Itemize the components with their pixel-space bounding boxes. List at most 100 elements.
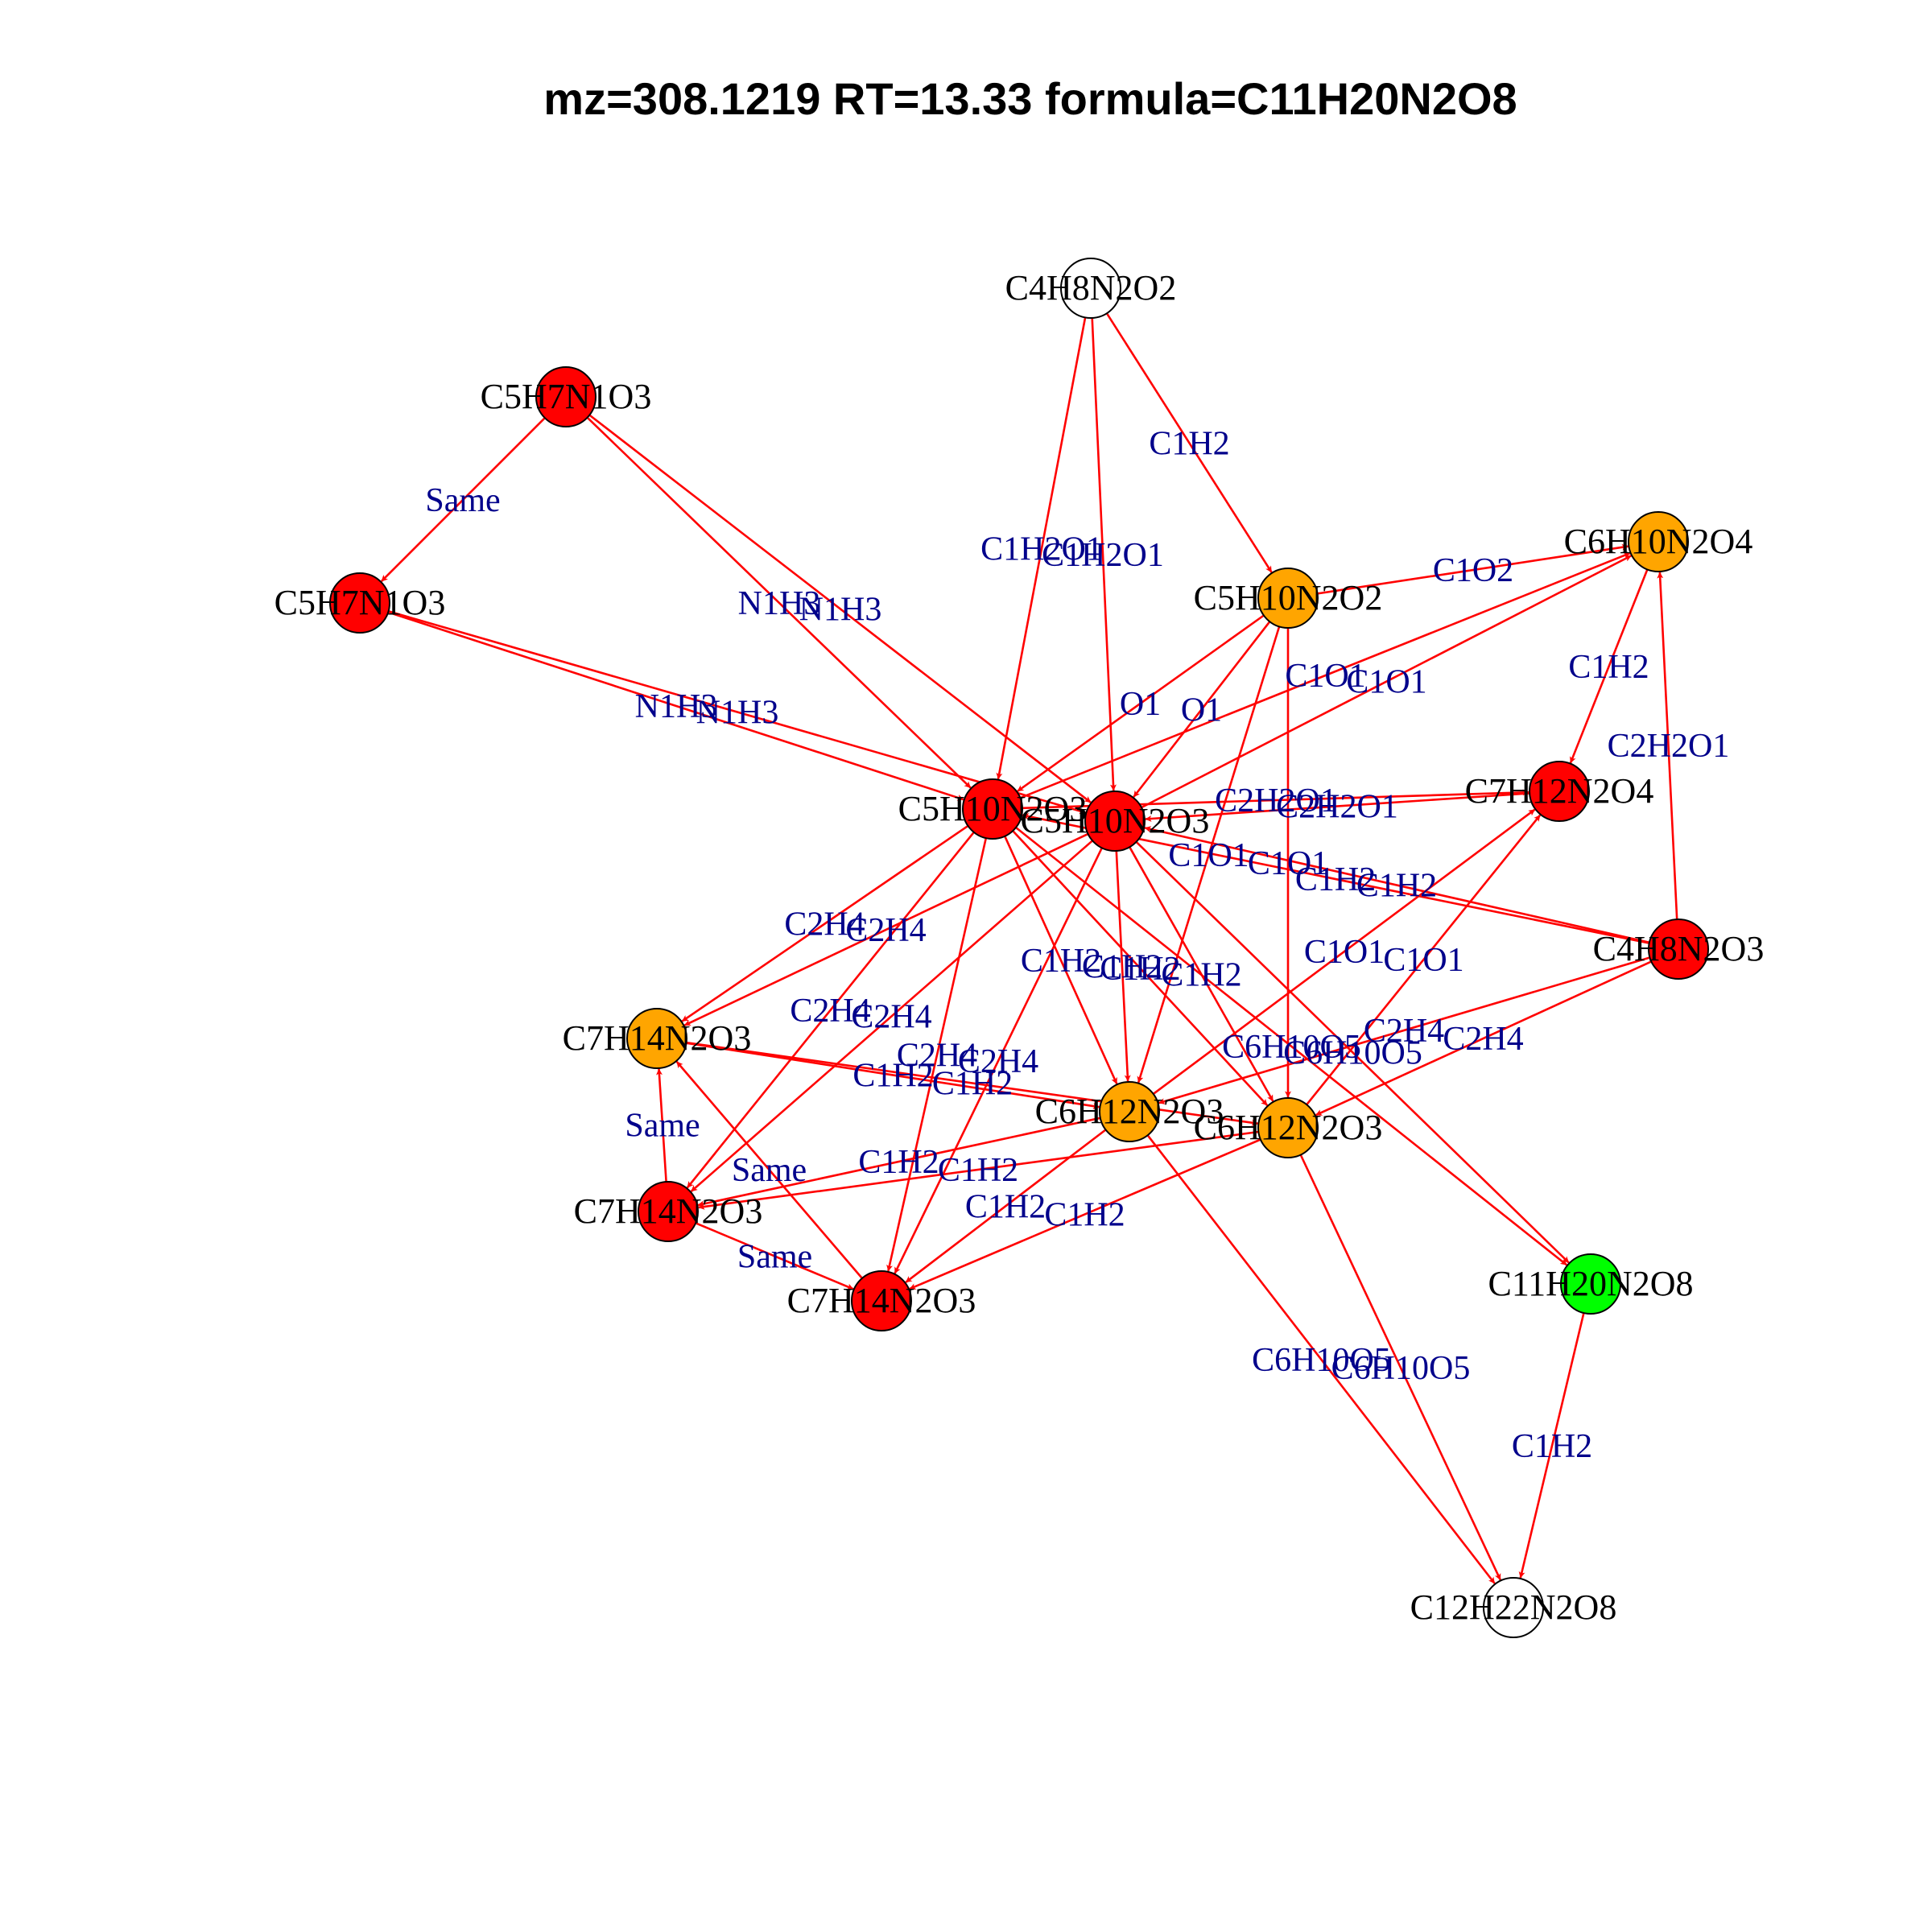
- edge-n6-n10: [681, 824, 969, 1022]
- node-circle: [1257, 1097, 1319, 1158]
- edge-n10-n11: [686, 1042, 1100, 1110]
- edge-n1-n5: [1105, 312, 1273, 573]
- edge-n13-n14: [695, 1222, 854, 1290]
- node-n16: C12H22N2O8: [1410, 1577, 1617, 1638]
- node-n15: C11H20N2O8: [1488, 1253, 1694, 1315]
- node-label: C7H14N2O3: [787, 1281, 976, 1320]
- node-circle: [962, 778, 1023, 840]
- edge-label: C1H2: [852, 1058, 933, 1095]
- edge-label: C1H2: [1161, 957, 1241, 994]
- edge-label: C2H4: [790, 993, 870, 1030]
- nodes-layer: C4H8N2O2 C5H7N1O3 C5H7N1O3 C6H10N2O4 C5H10N2…: [275, 258, 1765, 1638]
- edge-label: C2H4: [845, 912, 926, 949]
- edge-label: C2H4: [897, 1038, 977, 1075]
- node-label: C5H7N1O3: [481, 377, 652, 416]
- edge-n1-n7: [1091, 317, 1117, 791]
- node-n8: C7H12N2O4: [1465, 761, 1653, 822]
- edge-n7-n11: [1115, 850, 1131, 1082]
- edge-n7-n10: [683, 832, 1089, 1026]
- edge-n15-n16: [1518, 1312, 1585, 1579]
- node-circle: [1560, 1253, 1621, 1315]
- edge-label: C2H4: [958, 1043, 1038, 1080]
- edge-n6-n14: [886, 837, 988, 1272]
- edge-label: C6H10O5: [1331, 1350, 1471, 1387]
- edge-label: Same: [425, 482, 500, 519]
- edge-label: C2H4: [784, 906, 865, 943]
- edge-n7-n15: [1135, 840, 1570, 1264]
- node-n12: C6H12N2O3: [1194, 1097, 1382, 1158]
- node-circle: [1060, 258, 1121, 319]
- edge-n2-n7: [588, 414, 1092, 803]
- node-label: C4H8N2O3: [1593, 929, 1765, 968]
- node-n7: C5H10N2O3: [1021, 791, 1209, 852]
- edge-n9-n12: [1315, 960, 1652, 1117]
- node-circle: [1257, 568, 1319, 629]
- edge-n7-n14: [894, 847, 1103, 1274]
- edge-label: C6H10O5: [1222, 1029, 1361, 1066]
- edge-label: C2H2O1: [1215, 782, 1337, 819]
- node-n3: C5H7N1O3: [275, 572, 445, 634]
- edge-n6-n12: [1012, 830, 1269, 1106]
- node-circle: [626, 1008, 687, 1069]
- edge-label: C1H2: [1356, 868, 1437, 905]
- node-circle: [329, 572, 390, 634]
- edge-n8-n7: [1145, 792, 1530, 822]
- edge-n3-n6: [387, 611, 964, 801]
- edge-label: C2H2O1: [1276, 789, 1398, 826]
- edge-n10-n12: [686, 1041, 1258, 1126]
- node-label: C12H22N2O8: [1410, 1587, 1617, 1627]
- edge-label: C1O2: [1433, 552, 1513, 589]
- node-n10: C7H14N2O3: [563, 1008, 752, 1069]
- node-circle: [851, 1270, 912, 1331]
- edge-label: O1: [1120, 686, 1161, 723]
- edge-label: C1H2O1: [980, 531, 1103, 568]
- edge-label: C1H2: [858, 1144, 939, 1181]
- edge-label: C2H4: [1364, 1013, 1444, 1050]
- edge-label: C1O1: [1346, 664, 1426, 701]
- edge-n5-n4: [1317, 543, 1629, 595]
- edge-label: C1O1: [1383, 942, 1463, 979]
- node-n11: C6H12N2O3: [1035, 1081, 1224, 1142]
- node-circle: [638, 1181, 699, 1242]
- edge-label: Same: [732, 1152, 807, 1189]
- edge-label: N1H3: [799, 592, 882, 629]
- edge-label: C1H2: [1149, 426, 1229, 463]
- node-circle: [1483, 1577, 1544, 1638]
- edge-label: Same: [625, 1108, 700, 1145]
- edge-label: C1O1: [1168, 837, 1249, 874]
- edge-n12-n14: [909, 1138, 1261, 1290]
- edge-label: C2H4: [1443, 1021, 1523, 1058]
- edge-label: N1H3: [635, 688, 718, 725]
- edge-n13-n10: [655, 1068, 667, 1183]
- edge-n6-n15: [1015, 826, 1568, 1266]
- node-n5: C5H10N2O2: [1194, 568, 1382, 629]
- node-circle: [1648, 919, 1709, 980]
- edge-n12-n8: [1306, 814, 1542, 1106]
- node-n13: C7H14N2O3: [574, 1181, 763, 1242]
- edge-n9-n7: [1144, 826, 1650, 944]
- edge-n11-n16: [1146, 1134, 1496, 1584]
- node-n6: C5H10N2O3: [898, 778, 1088, 840]
- edge-n11-n8: [1152, 808, 1536, 1095]
- edge-label: C1H2: [1021, 943, 1101, 980]
- node-circle: [1084, 791, 1146, 852]
- node-circle: [535, 366, 597, 427]
- node-circle: [1099, 1081, 1160, 1142]
- node-n1: C4H8N2O2: [1005, 258, 1176, 319]
- edge-label: C1O1: [1304, 934, 1385, 971]
- node-label: C6H12N2O3: [1035, 1092, 1224, 1131]
- edge-n4-n8: [1569, 568, 1649, 764]
- node-label: C7H14N2O3: [563, 1018, 752, 1058]
- edge-label: C1H2O1: [1042, 537, 1164, 574]
- node-label: C6H10N2O4: [1564, 522, 1753, 561]
- edge-label: C1H2: [932, 1066, 1013, 1103]
- edge-labels-layer: SameN1H3N1H3N1H3N1H3C1H2O1C1H2O1C1H2C1O2…: [425, 426, 1729, 1466]
- edge-n12-n16: [1299, 1154, 1501, 1581]
- node-label: C11H20N2O8: [1488, 1264, 1693, 1303]
- node-label: C5H10N2O3: [898, 789, 1088, 828]
- edge-label: N1H3: [696, 695, 779, 732]
- node-label: C7H14N2O3: [574, 1191, 763, 1231]
- edges-layer: [380, 312, 1678, 1584]
- edge-n5-n6: [1017, 614, 1265, 792]
